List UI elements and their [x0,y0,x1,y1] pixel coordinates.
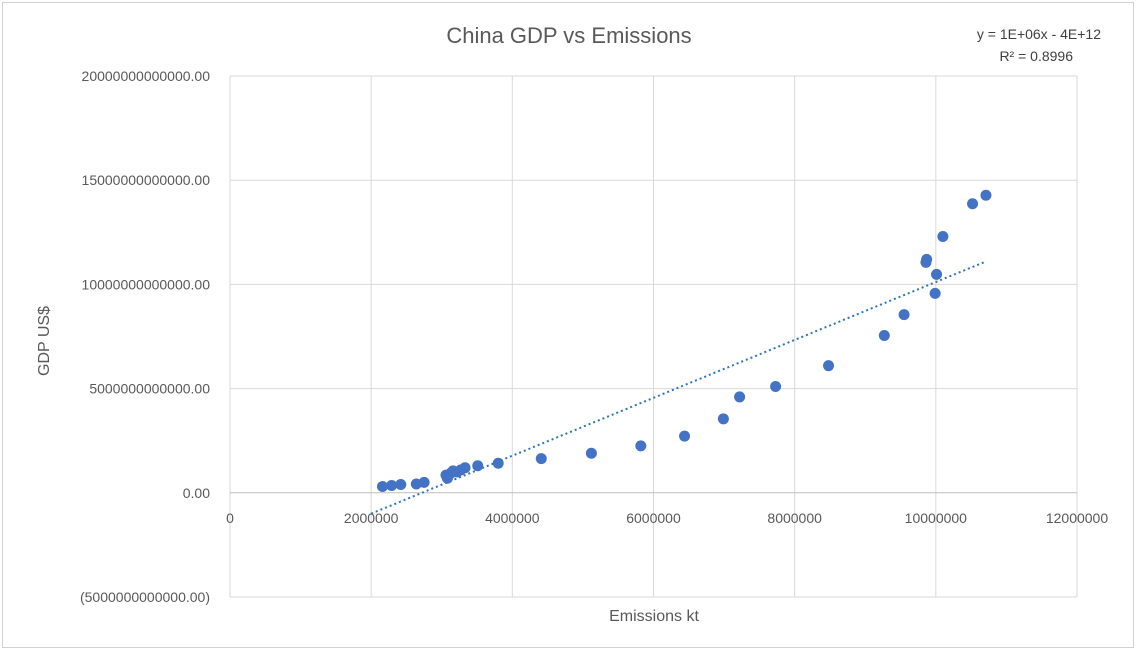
x-tick-label: 8000000 [767,510,822,526]
data-points [376,189,992,493]
data-point [921,253,933,265]
x-tick-label: 12000000 [1046,510,1109,526]
x-tick-label: 6000000 [626,510,681,526]
y-tick-label: 15000000000000.00 [82,172,211,188]
x-axis-title: Emissions kt [609,608,699,625]
tick-labels: 0 2000000 4000000 6000000 8000000 10000000 120… [80,68,1108,605]
chart-title: China GDP vs Emissions [446,23,691,48]
trendline-layer [370,260,987,515]
y-tick-label: 0.00 [183,485,210,501]
data-point [770,381,782,393]
x-tick-label: 2000000 [344,510,399,526]
trendline-r-squared: R² = 0.8996 [999,48,1073,64]
trendline [370,260,987,515]
data-point [395,478,407,490]
gridlines [229,75,1078,598]
trendline-equation: y = 1E+06x - 4E+12 [977,26,1101,42]
data-point [967,198,979,210]
x-tick-label: 10000000 [905,510,968,526]
data-point [635,440,647,452]
data-point [734,391,746,403]
data-point [717,413,729,425]
y-tick-label: (5000000000000.00) [80,589,210,605]
data-point [679,430,691,442]
x-tick-label: 0 [226,510,234,526]
y-tick-label: 5000000000000.00 [89,381,210,397]
data-point [980,189,992,201]
data-point [472,460,484,472]
x-tick-label: 4000000 [485,510,540,526]
data-point [386,480,398,492]
data-point [585,447,597,459]
data-point [418,476,430,488]
y-axis-title: GDP US$ [36,306,53,376]
data-point [823,360,835,372]
data-point [931,268,943,280]
data-point [937,230,949,242]
data-point [898,309,910,321]
data-point [535,453,547,465]
data-point [929,287,941,299]
scatter-chart: 0 2000000 4000000 6000000 8000000 10000000 120… [36,23,1108,625]
y-tick-label: 20000000000000.00 [82,68,211,84]
data-point [376,481,388,493]
data-point [492,457,504,469]
data-point [459,462,471,474]
y-tick-label: 10000000000000.00 [82,276,211,292]
data-point [878,329,890,341]
